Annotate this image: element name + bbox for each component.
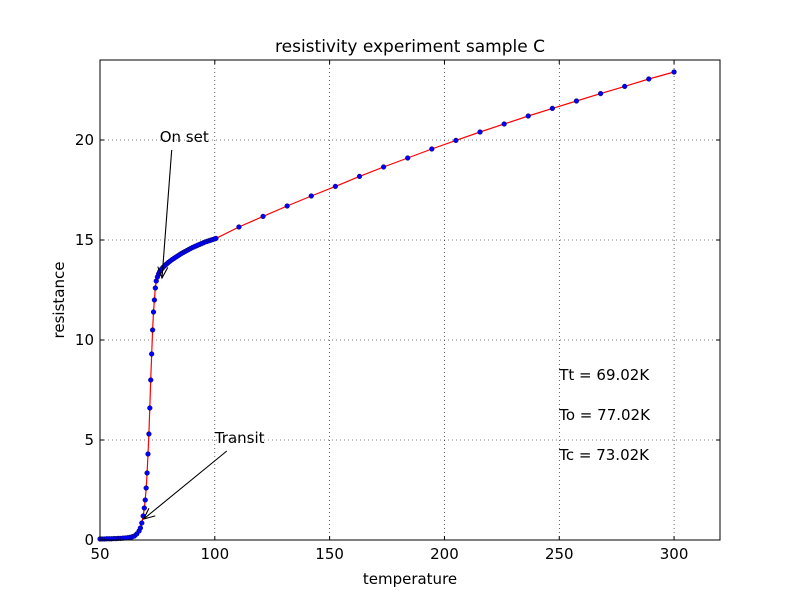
data-point	[429, 146, 435, 152]
data-point	[477, 129, 483, 135]
temperature-label: Tc = 73.02K	[558, 446, 650, 464]
data-point	[308, 193, 314, 199]
data-point	[148, 377, 154, 383]
data-point	[236, 224, 242, 230]
data-point	[149, 327, 156, 333]
plot-frame	[99, 59, 721, 541]
data-point	[549, 105, 555, 112]
data-point	[573, 98, 580, 104]
data-point	[284, 203, 290, 209]
annotation-layer: On set Transit Tt = 69.02K To = 77.02K Tc = …	[142, 128, 651, 520]
data-point	[149, 351, 155, 357]
data-point	[453, 137, 459, 144]
y-tick-label: 20	[75, 131, 94, 149]
x-tick-label: 200	[430, 545, 459, 563]
annotation-arrowhead	[157, 266, 169, 280]
y-tick-label: 0	[84, 531, 94, 549]
y-axis-label: resistance	[50, 262, 68, 339]
data-point	[671, 69, 677, 75]
y-tick-label: 10	[75, 331, 94, 349]
gridlines	[100, 60, 720, 540]
data-point	[151, 297, 158, 303]
x-axis-label: temperature	[363, 570, 457, 588]
series-layer	[97, 69, 677, 542]
data-point	[260, 213, 266, 220]
data-point	[213, 235, 219, 242]
x-tick-label: 250	[545, 545, 574, 563]
annotation-label: On set	[160, 128, 209, 146]
data-point	[356, 173, 363, 180]
x-tick-label: 300	[660, 545, 689, 563]
data-point	[646, 76, 652, 82]
temperature-label: Tt = 69.02K	[558, 366, 650, 384]
data-point	[597, 90, 604, 97]
x-tick-label: 100	[200, 545, 229, 563]
data-point	[144, 470, 150, 476]
x-tick-label: 50	[90, 545, 109, 563]
data-point	[143, 485, 149, 491]
data-point	[380, 164, 387, 170]
data-point	[137, 525, 144, 531]
temperature-label: To = 77.02K	[558, 406, 651, 424]
y-tick-label: 5	[84, 431, 94, 449]
data-point	[501, 121, 507, 127]
x-tick-label: 150	[315, 545, 344, 563]
data-point	[146, 431, 152, 437]
data-point	[139, 520, 145, 526]
data-point	[332, 183, 338, 190]
data-point	[150, 309, 157, 315]
data-point	[142, 497, 148, 503]
data-point	[405, 155, 411, 161]
data-point	[147, 405, 153, 411]
data-point	[622, 83, 628, 90]
data-point	[525, 113, 531, 119]
data-point	[141, 505, 147, 511]
annotation-arrowhead	[142, 507, 156, 520]
data-point	[145, 451, 151, 457]
y-tick-label: 15	[75, 231, 94, 249]
annotation-arrow	[161, 149, 173, 279]
axis-ticks: 50 100 150 200 250 300 0 5 10 15 20	[75, 60, 720, 563]
annotation-label: Transit	[214, 429, 265, 447]
chart-title: resistivity experiment sample C	[275, 37, 545, 57]
annotation-arrow	[143, 450, 228, 520]
data-point	[152, 285, 158, 291]
